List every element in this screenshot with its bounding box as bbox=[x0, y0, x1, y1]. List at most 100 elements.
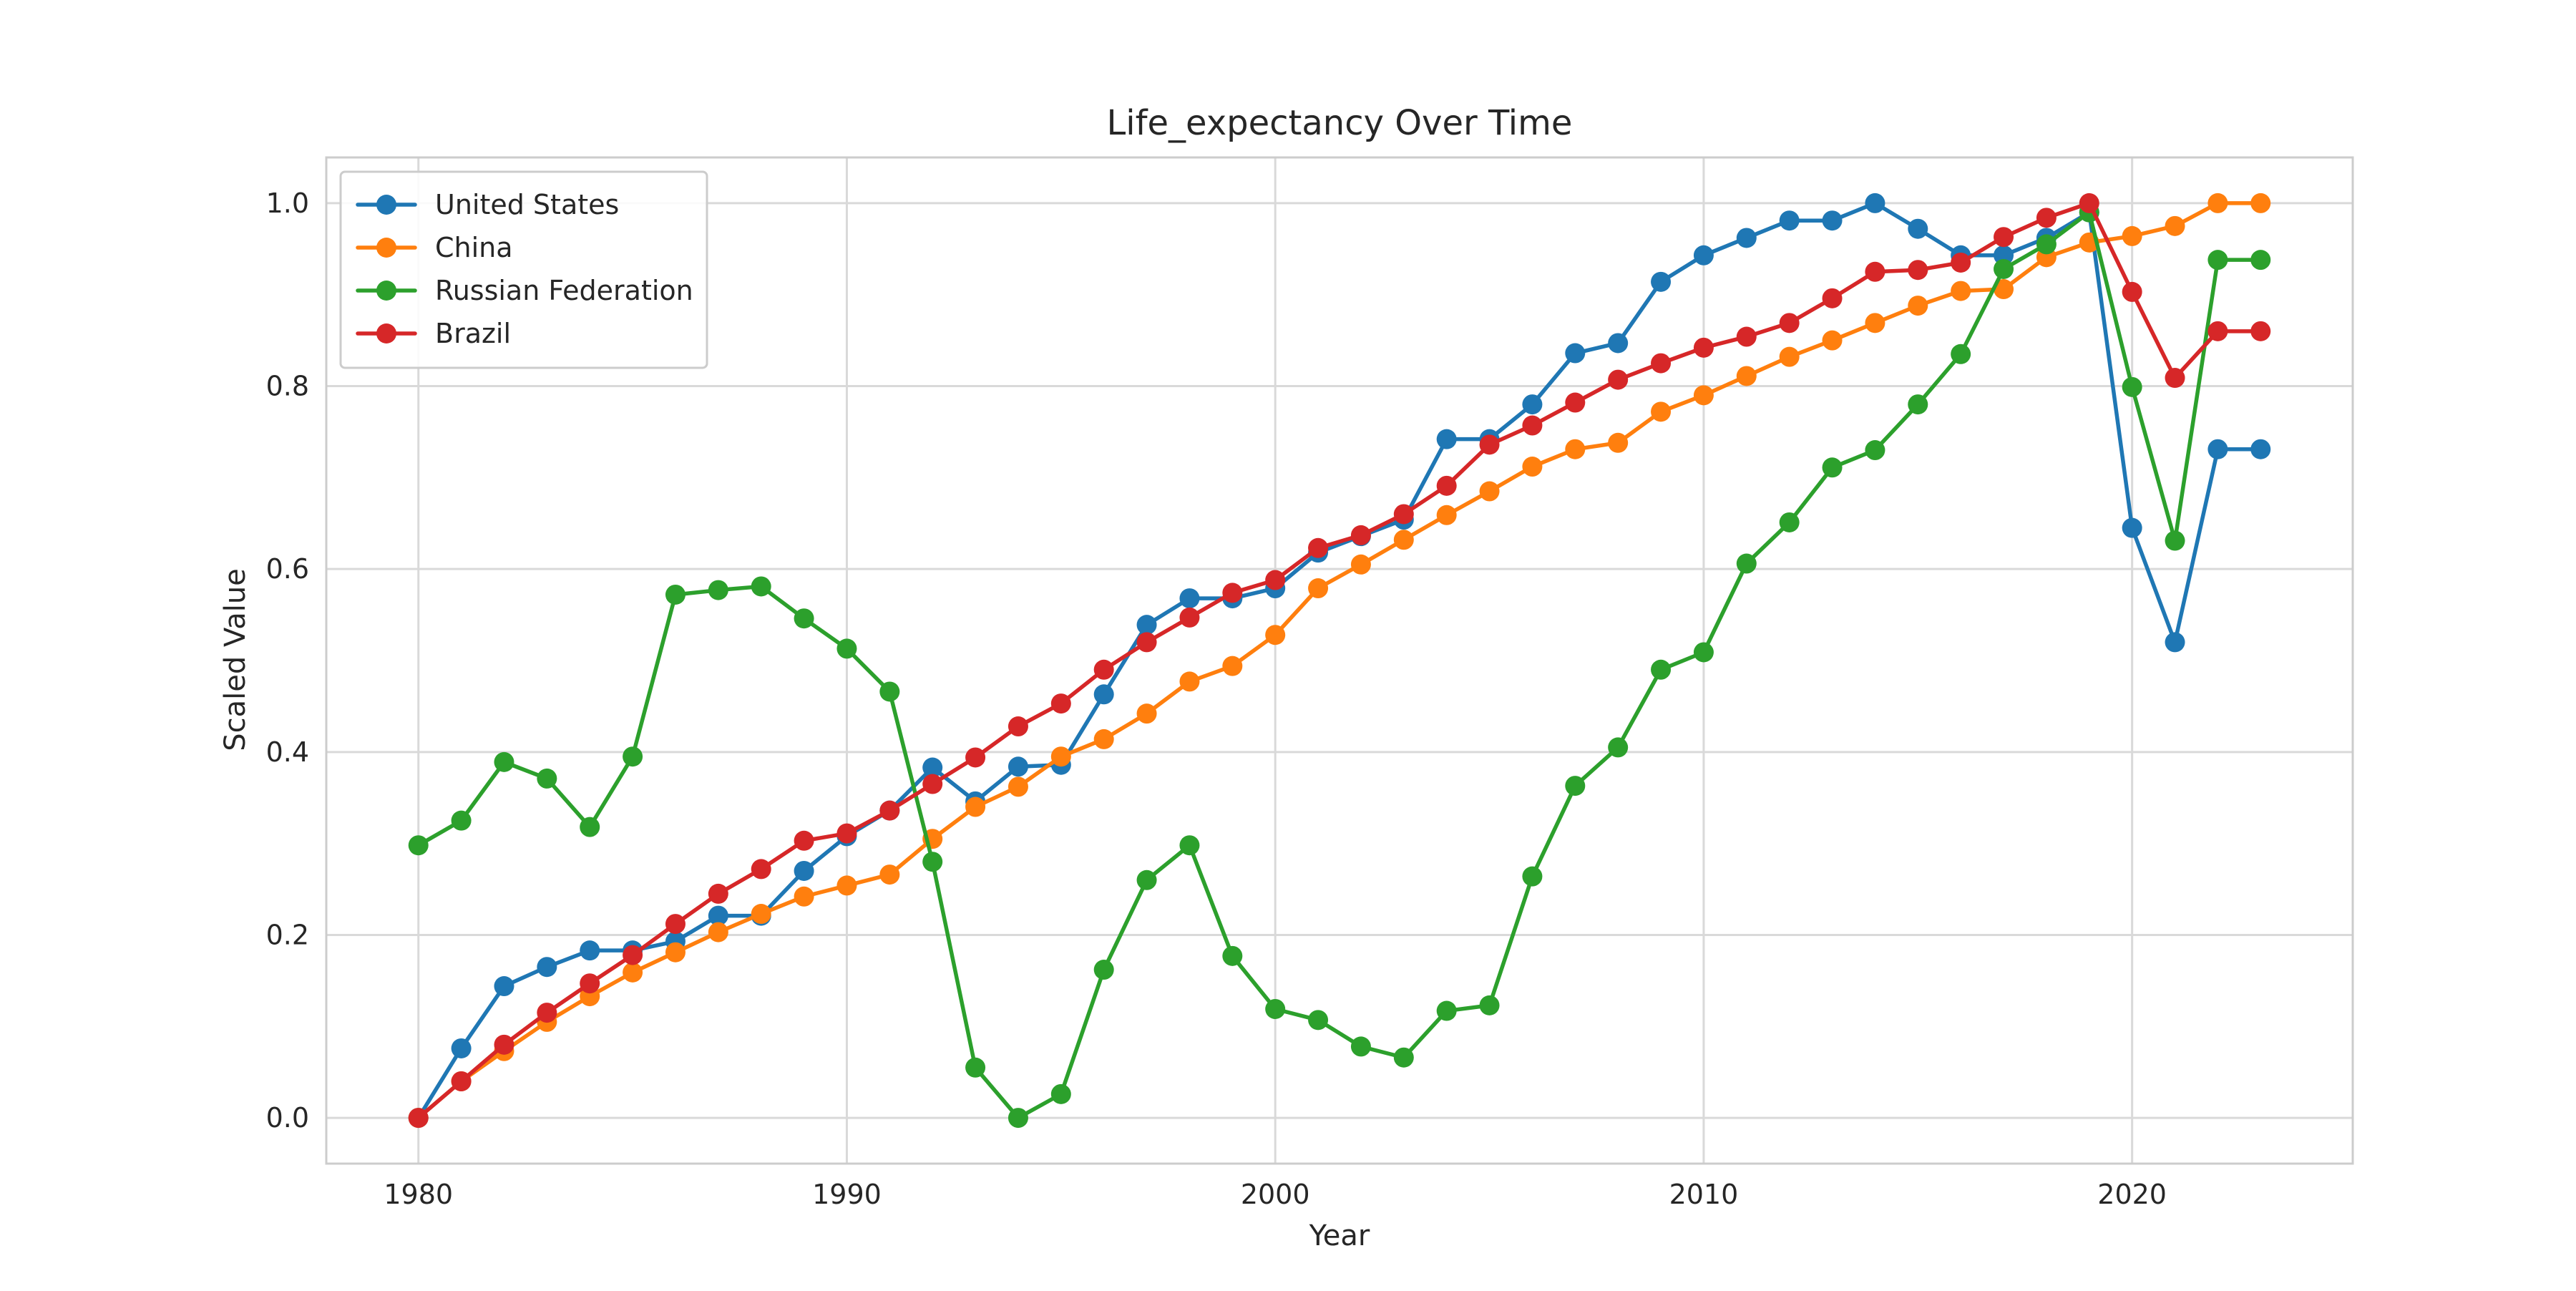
data-point-brazil bbox=[1050, 693, 1071, 714]
data-point-china bbox=[1265, 625, 1286, 646]
data-point-russian-federation bbox=[1651, 659, 1672, 680]
data-point-china bbox=[1994, 279, 2014, 300]
data-point-russian-federation bbox=[2122, 376, 2142, 397]
data-point-china bbox=[751, 904, 771, 925]
series-brazil bbox=[408, 193, 2271, 1129]
data-point-china bbox=[2122, 225, 2142, 246]
data-point-russian-federation bbox=[1308, 1010, 1329, 1031]
data-point-united-states bbox=[1179, 588, 1200, 609]
data-point-russian-federation bbox=[1050, 1083, 1071, 1104]
data-point-russian-federation bbox=[623, 746, 643, 767]
data-point-united-states bbox=[1008, 756, 1028, 777]
data-point-united-states bbox=[1822, 210, 1843, 231]
legend-label-united-states: United States bbox=[435, 189, 619, 220]
data-point-russian-federation bbox=[1693, 642, 1714, 663]
data-point-russian-federation bbox=[1222, 945, 1243, 966]
data-point-brazil bbox=[1479, 434, 1500, 455]
data-point-brazil bbox=[537, 1003, 557, 1023]
data-point-russian-federation bbox=[965, 1057, 986, 1078]
data-point-brazil bbox=[1265, 570, 1286, 590]
data-point-china bbox=[1608, 432, 1629, 453]
data-point-china bbox=[1050, 746, 1071, 767]
data-point-china bbox=[1565, 439, 1586, 459]
legend-label-brazil: Brazil bbox=[435, 318, 511, 349]
data-point-russian-federation bbox=[1951, 344, 1971, 364]
data-point-russian-federation bbox=[1136, 869, 1157, 890]
data-point-united-states bbox=[1093, 684, 1114, 705]
data-point-brazil bbox=[922, 774, 943, 794]
data-point-united-states bbox=[2207, 439, 2228, 459]
data-point-brazil bbox=[1736, 326, 1757, 347]
data-point-russian-federation bbox=[794, 608, 814, 629]
data-point-china bbox=[1179, 671, 1200, 692]
data-point-brazil bbox=[451, 1071, 472, 1091]
data-point-china bbox=[1779, 346, 1800, 367]
data-point-china bbox=[1651, 401, 1672, 422]
x-tick-label: 2000 bbox=[1241, 1179, 1310, 1210]
data-point-russian-federation bbox=[1179, 835, 1200, 856]
data-point-united-states bbox=[922, 757, 943, 778]
data-point-russian-federation bbox=[1779, 512, 1800, 532]
data-point-united-states bbox=[1436, 429, 1457, 449]
data-point-brazil bbox=[2250, 321, 2271, 341]
data-point-brazil bbox=[965, 747, 986, 768]
data-point-brazil bbox=[1994, 227, 2014, 248]
x-tick-label: 2020 bbox=[2097, 1179, 2167, 1210]
data-point-brazil bbox=[2165, 368, 2185, 389]
data-point-russian-federation bbox=[1393, 1047, 1414, 1068]
data-point-china bbox=[2250, 193, 2271, 213]
y-axis-label: Scaled Value bbox=[219, 568, 252, 751]
data-point-united-states bbox=[451, 1038, 472, 1058]
data-point-russian-federation bbox=[836, 638, 857, 659]
data-point-united-states bbox=[580, 940, 600, 961]
data-point-united-states bbox=[1865, 193, 1885, 213]
data-point-brazil bbox=[2079, 193, 2099, 213]
data-point-china bbox=[1908, 296, 1928, 316]
data-point-brazil bbox=[1565, 392, 1586, 413]
data-point-russian-federation bbox=[2250, 250, 2271, 271]
data-point-united-states bbox=[794, 860, 814, 881]
data-point-brazil bbox=[1350, 525, 1371, 545]
data-point-brazil bbox=[1951, 252, 1971, 273]
data-point-russian-federation bbox=[1865, 440, 1885, 461]
data-point-russian-federation bbox=[2207, 250, 2228, 271]
data-point-china bbox=[1865, 313, 1885, 333]
data-point-brazil bbox=[1822, 288, 1843, 308]
data-point-russian-federation bbox=[580, 817, 600, 837]
x-tick-label: 1980 bbox=[384, 1179, 453, 1210]
legend-marker-brazil bbox=[376, 323, 396, 344]
data-point-brazil bbox=[1908, 260, 1928, 281]
data-point-russian-federation bbox=[1008, 1108, 1028, 1129]
legend-label-china: China bbox=[435, 232, 513, 263]
series-layer bbox=[408, 193, 2271, 1129]
legend: United States China Russian Federation Braz… bbox=[339, 170, 708, 369]
data-point-russian-federation bbox=[1822, 457, 1843, 478]
x-tick-label: 2010 bbox=[1669, 1179, 1739, 1210]
data-point-brazil bbox=[1608, 369, 1629, 390]
y-tick-label: 0.0 bbox=[266, 1102, 309, 1134]
data-point-brazil bbox=[2036, 208, 2057, 228]
data-point-brazil bbox=[1865, 261, 1885, 282]
legend-marker-russian-federation bbox=[376, 281, 396, 301]
data-point-china bbox=[623, 962, 643, 983]
data-point-russian-federation bbox=[2165, 530, 2185, 551]
data-point-china bbox=[1350, 554, 1371, 575]
y-tick-label: 0.8 bbox=[266, 371, 309, 402]
data-point-brazil bbox=[2122, 281, 2142, 302]
data-point-china bbox=[965, 796, 986, 817]
data-point-china bbox=[879, 864, 900, 885]
data-point-russian-federation bbox=[1265, 998, 1286, 1019]
data-point-china bbox=[2165, 215, 2185, 236]
data-point-brazil bbox=[1651, 353, 1672, 374]
data-point-russian-federation bbox=[1350, 1036, 1371, 1057]
data-point-russian-federation bbox=[1479, 995, 1500, 1015]
data-point-brazil bbox=[1522, 415, 1543, 436]
data-point-china bbox=[1008, 776, 1028, 797]
data-point-china bbox=[1822, 330, 1843, 351]
data-point-united-states bbox=[494, 976, 514, 997]
data-point-united-states bbox=[2122, 517, 2142, 538]
legend-box bbox=[339, 170, 708, 369]
data-point-brazil bbox=[1436, 475, 1457, 496]
data-point-brazil bbox=[580, 973, 600, 994]
